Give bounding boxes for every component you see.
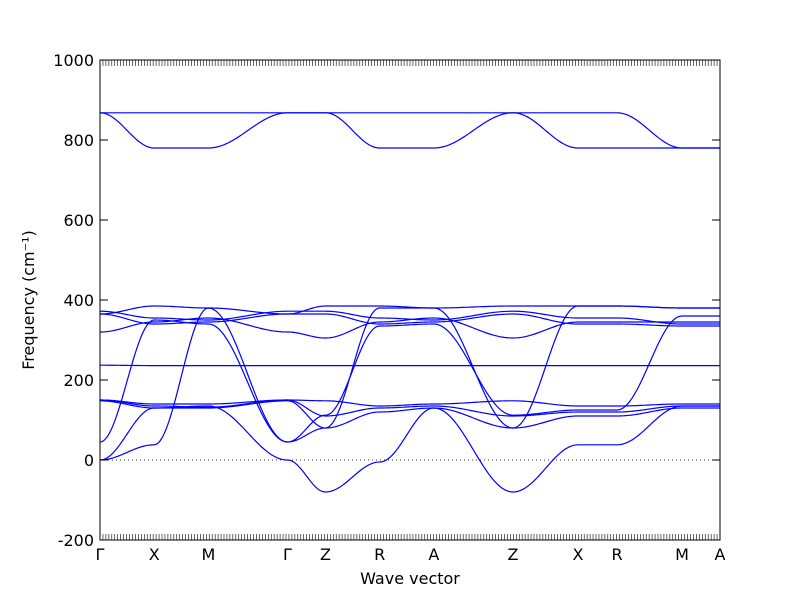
x-tick-label: Z <box>507 545 518 564</box>
x-tick-label: A <box>715 545 726 564</box>
band-line-1 <box>100 112 720 149</box>
y-axis-title: Frequency (cm⁻¹) <box>19 230 38 369</box>
y-tick-label: 600 <box>63 211 94 230</box>
y-tick-label: 400 <box>63 291 94 310</box>
x-tick-label: M <box>675 545 689 564</box>
x-tick-label: Z <box>320 545 331 564</box>
band-line-13 <box>99 315 720 443</box>
x-tick-label: A <box>428 545 439 564</box>
y-tick-label: 200 <box>63 371 94 390</box>
band-line-6 <box>99 313 720 327</box>
band-line-12 <box>99 305 720 461</box>
x-tick-label: Γ <box>96 545 105 564</box>
band-line-2 <box>99 112 720 149</box>
x-tick-label: R <box>374 545 385 564</box>
x-tick-label: M <box>201 545 215 564</box>
x-tick-label: Γ <box>283 545 292 564</box>
y-tick-label: 1000 <box>53 51 94 70</box>
x-tick-label: X <box>149 545 160 564</box>
x-axis-title: Wave vector <box>360 569 460 588</box>
y-tick-label: -200 <box>58 531 94 550</box>
band-line-8 <box>99 399 720 407</box>
x-tick-label: R <box>611 545 622 564</box>
band-line-11 <box>99 405 720 493</box>
y-tick-label: 800 <box>63 131 94 150</box>
y-tick-label: 0 <box>84 451 94 470</box>
band-line-9 <box>99 399 720 417</box>
x-tick-label: X <box>573 545 584 564</box>
band-line-10 <box>99 400 720 429</box>
plot-area: -200 0 200 400 600 800 1000 Γ X M Γ Z R A Z X R M A <box>53 51 725 564</box>
band-line-3 <box>99 310 720 325</box>
